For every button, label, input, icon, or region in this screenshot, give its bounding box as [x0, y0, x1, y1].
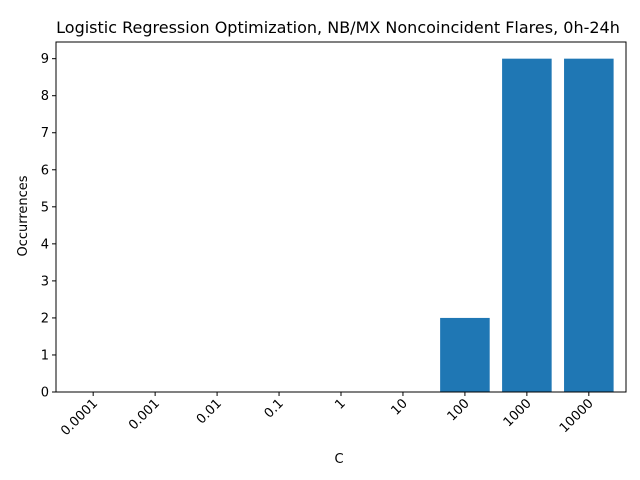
y-axis-ticks: 0 1 2 3 4 5 6 7 8 9: [41, 52, 56, 401]
x-axis-label: C: [334, 452, 343, 467]
y-tick-label: 0: [41, 386, 49, 401]
y-tick-label: 5: [41, 200, 49, 215]
y-tick-label: 6: [41, 163, 49, 178]
plot-frame: [55, 41, 627, 393]
y-tick-label: 3: [41, 274, 49, 289]
y-tick-label: 4: [41, 237, 49, 252]
chart-title: Logistic Regression Optimization, NB/MX …: [56, 18, 620, 37]
y-tick-label: 2: [41, 311, 49, 326]
bar-1000: [502, 58, 552, 393]
bar-100: [440, 317, 490, 392]
y-tick-label: 9: [41, 52, 49, 67]
y-tick-label: 7: [41, 126, 49, 141]
y-tick-label: 8: [41, 89, 49, 104]
bar-10000: [564, 58, 614, 393]
axes-frame: [55, 41, 627, 393]
bars-group: [440, 58, 614, 393]
y-axis-label: Occurrences: [16, 175, 31, 256]
y-tick-label: 1: [41, 348, 49, 363]
